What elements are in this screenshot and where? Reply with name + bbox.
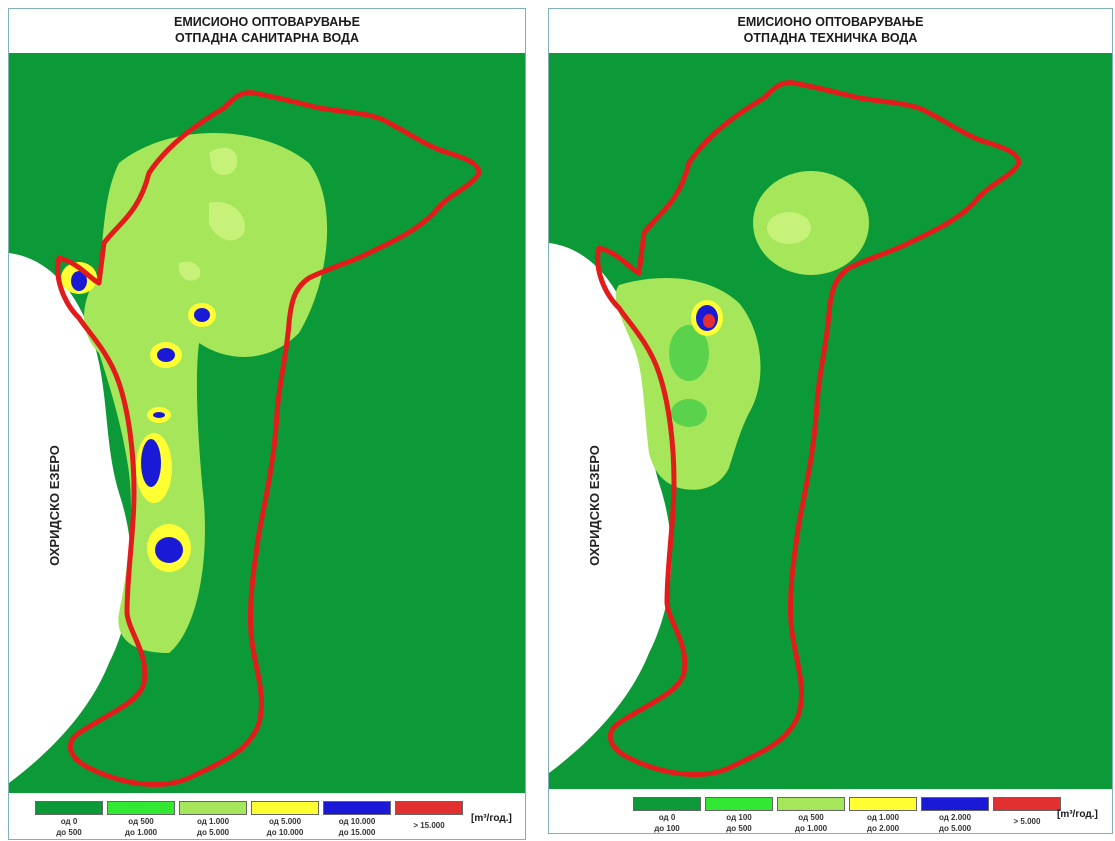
legend-label: од 2.000 xyxy=(938,813,972,822)
legend-swatch xyxy=(633,797,701,811)
emission-map-sanitary xyxy=(9,90,482,788)
legend-item: од 2.000 до 5.000 xyxy=(921,797,989,833)
emission-zone-10000-15000 xyxy=(194,308,210,322)
emission-zone-100-500 xyxy=(767,212,811,244)
legend-item: од 0 до 500 xyxy=(35,801,103,837)
emission-zone-500-1000 xyxy=(178,261,201,281)
legend-label: до 500 xyxy=(726,824,752,833)
legend-swatch xyxy=(921,797,989,811)
legend-swatch xyxy=(705,797,773,811)
emission-zone-10000-15000 xyxy=(71,271,87,291)
map-title-technical: ЕМИСИОНО ОПТОВАРУВАЊЕ ОТПАДНА ТЕХНИЧКА В… xyxy=(549,14,1112,46)
legend-label: до 1.000 xyxy=(794,824,828,833)
map-title-sanitary: ЕМИСИОНО ОПТОВАРУВАЊЕ ОТПАДНА САНИТАРНА … xyxy=(9,14,525,46)
emission-zone-100-500 xyxy=(669,325,709,381)
emission-zone-500-1000 xyxy=(209,147,238,175)
legend-label: од 500 xyxy=(798,813,824,822)
legend-item: од 500 до 1.000 xyxy=(107,801,175,837)
emission-zone-10000-15000 xyxy=(153,412,165,418)
map-area-sanitary: ОХРИДСКО ЕЗЕРО xyxy=(9,53,525,793)
map-area-technical: ОХРИДСКО ЕЗЕРО xyxy=(549,53,1112,789)
legend-item: > 5.000 xyxy=(993,797,1061,826)
legend-label: > 5.000 xyxy=(1013,817,1041,826)
emission-zone-500-1000 xyxy=(753,171,869,275)
legend-swatch xyxy=(323,801,391,815)
legend-label: до 5.000 xyxy=(938,824,972,833)
legend-label: до 1.000 xyxy=(124,828,158,837)
legend-label: од 1.000 xyxy=(866,813,900,822)
legend-swatch xyxy=(395,801,463,815)
lake-label: ОХРИДСКО ЕЗЕРО xyxy=(586,445,602,566)
legend-item: од 0 до 100 xyxy=(633,797,701,833)
catchment-boundary xyxy=(55,90,482,788)
legend-unit: [m³/год.] xyxy=(471,813,512,824)
emission-map-technical xyxy=(549,80,1022,778)
legend-swatch xyxy=(179,801,247,815)
legend-label: до 500 xyxy=(56,828,82,837)
emission-zone-over-5000 xyxy=(703,314,715,328)
title-line2: ОТПАДНА ТЕХНИЧКА ВОДА xyxy=(743,31,918,45)
map-panel-technical: ЕМИСИОНО ОПТОВАРУВАЊЕ ОТПАДНА ТЕХНИЧКА В… xyxy=(548,8,1113,834)
legend-item: од 1.000 до 5.000 xyxy=(179,801,247,837)
title-line1: ЕМИСИОНО ОПТОВАРУВАЊЕ xyxy=(174,15,360,29)
legend-label: од 10.000 xyxy=(338,817,376,826)
legend-label: од 500 xyxy=(128,817,154,826)
legend-label: до 10.000 xyxy=(266,828,304,837)
legend-label: од 100 xyxy=(726,813,752,822)
map-panel-sanitary: ЕМИСИОНО ОПТОВАРУВАЊЕ ОТПАДНА САНИТАРНА … xyxy=(8,8,526,840)
catchment-boundary xyxy=(595,80,1022,778)
legend-item: од 10.000 до 15.000 xyxy=(323,801,391,837)
legend-label: од 0 xyxy=(60,817,78,826)
title-line2: ОТПАДНА САНИТАРНА ВОДА xyxy=(175,31,359,45)
lake-label: ОХРИДСКО ЕЗЕРО xyxy=(46,445,62,566)
emission-zone-100-500 xyxy=(671,399,707,427)
emission-zone-1000-5000 xyxy=(84,133,328,653)
title-line1: ЕМИСИОНО ОПТОВАРУВАЊЕ xyxy=(737,15,924,29)
legend-unit: [m³/год.] xyxy=(1057,809,1098,820)
lake-shape xyxy=(549,243,672,773)
legend-label: од 5.000 xyxy=(268,817,302,826)
legend-item: > 15.000 xyxy=(395,801,463,830)
legend-label: > 15.000 xyxy=(413,821,445,830)
emission-zone-10000-15000 xyxy=(141,439,161,487)
legend-label: до 5.000 xyxy=(196,828,230,837)
legend-swatch xyxy=(107,801,175,815)
emission-zone-500-1000 xyxy=(615,278,761,490)
emission-zone-10000-15000 xyxy=(157,348,175,362)
legend-item: од 100 до 500 xyxy=(705,797,773,833)
legend-swatch xyxy=(777,797,845,811)
legend-item: од 500 до 1.000 xyxy=(777,797,845,833)
legend-label: од 0 xyxy=(658,813,676,822)
legend-label: до 15.000 xyxy=(338,828,376,837)
legend-label: до 100 xyxy=(654,824,680,833)
lake-shape xyxy=(9,253,132,783)
emission-zone-10000-15000 xyxy=(155,537,183,563)
legend-swatch xyxy=(849,797,917,811)
emission-zone-500-1000 xyxy=(209,202,245,241)
legend-swatch xyxy=(993,797,1061,811)
legend-label: од 1.000 xyxy=(196,817,230,826)
legend-swatch xyxy=(35,801,103,815)
legend-item: од 5.000 до 10.000 xyxy=(251,801,319,837)
legend-item: од 1.000 до 2.000 xyxy=(849,797,917,833)
legend-swatch xyxy=(251,801,319,815)
legend-label: до 2.000 xyxy=(866,824,900,833)
